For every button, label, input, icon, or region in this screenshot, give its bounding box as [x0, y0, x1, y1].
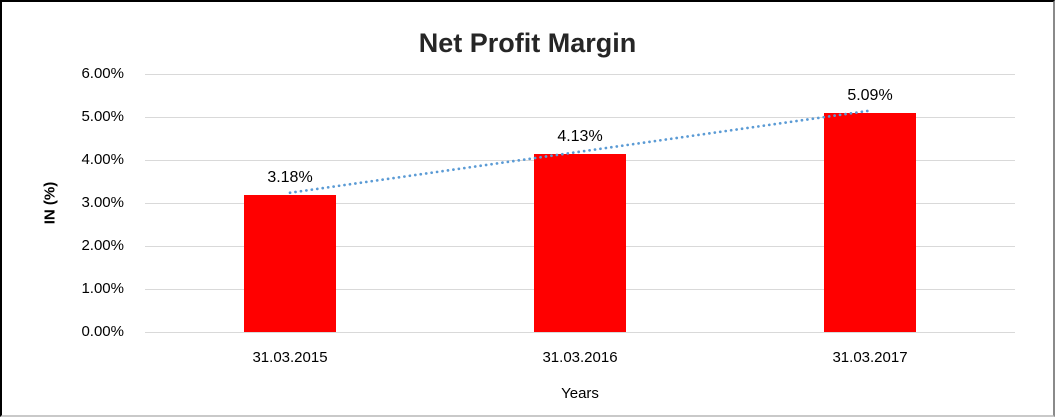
y-tick-label: 6.00%: [81, 65, 124, 82]
data-label: 4.13%: [557, 128, 603, 146]
x-axis-title: Years: [561, 385, 599, 402]
chart-title: Net Profit Margin: [418, 28, 637, 58]
bar: [244, 195, 336, 332]
y-tick-label: 5.00%: [81, 108, 124, 125]
gridline: [145, 331, 1015, 333]
x-tick-label: 31.03.2015: [252, 349, 328, 366]
bar: [824, 113, 916, 332]
y-tick-label: 0.00%: [81, 323, 124, 340]
bar: [534, 154, 626, 332]
y-tick-label: 2.00%: [81, 237, 124, 254]
y-tick-label: 1.00%: [81, 280, 124, 297]
x-tick-label: 31.03.2016: [542, 349, 618, 366]
y-tick-label: 4.00%: [81, 151, 124, 168]
y-tick-label: 3.00%: [81, 194, 124, 211]
x-tick-label: 31.03.2017: [832, 349, 908, 366]
gridline: [145, 73, 1015, 75]
data-label: 5.09%: [847, 87, 893, 105]
data-label: 3.18%: [267, 169, 313, 187]
